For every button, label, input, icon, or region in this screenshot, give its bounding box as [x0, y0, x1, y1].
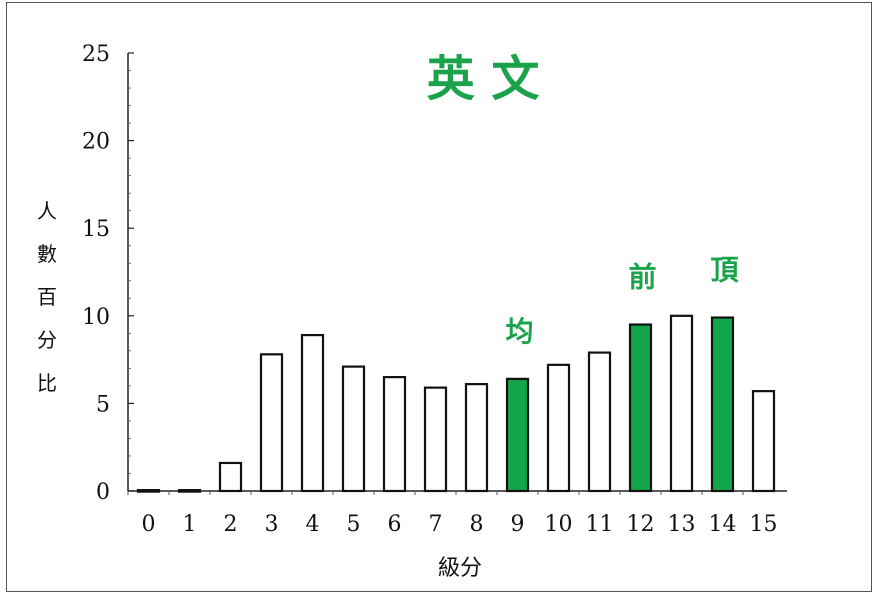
- y-tick-label: 20: [82, 130, 110, 155]
- y-axis-label-char: 比: [37, 371, 57, 395]
- bar-annotation-9: 均: [505, 315, 533, 348]
- bar-9: [505, 377, 530, 493]
- y-tick-label: 10: [82, 305, 110, 330]
- y-tick-label: 5: [96, 392, 110, 417]
- x-tick-label: 10: [545, 512, 573, 537]
- y-axis-label: 人數百分比: [37, 199, 57, 395]
- x-tick-label: 7: [429, 512, 443, 537]
- bar-12: [628, 323, 653, 493]
- bar-7: [423, 386, 448, 493]
- bar-8: [464, 383, 489, 493]
- bar-0: [136, 489, 161, 493]
- x-tick-label: 6: [388, 512, 402, 537]
- bar-15: [751, 390, 776, 493]
- x-tick-label: 0: [142, 512, 156, 537]
- bar-10: [546, 363, 571, 493]
- y-tick-label: 0: [96, 480, 110, 505]
- x-tick-label: 13: [668, 512, 696, 537]
- y-axis-label-char: 人: [37, 199, 57, 223]
- x-axis-label: 級分: [438, 556, 482, 581]
- x-tick-label: 5: [347, 512, 361, 537]
- bar-annotation-14: 頂: [710, 254, 739, 287]
- x-tick-label: 9: [511, 512, 525, 537]
- bar-5: [341, 365, 366, 493]
- x-tick-label: 12: [627, 512, 655, 537]
- x-tick-label: 4: [306, 512, 320, 537]
- x-tick-label: 14: [709, 512, 737, 537]
- y-axis-label-char: 百: [37, 285, 57, 309]
- bar-14: [710, 316, 735, 493]
- bar-3: [259, 353, 284, 493]
- x-tick-label: 1: [183, 512, 197, 537]
- y-axis-label-char: 數: [37, 242, 57, 266]
- bar-annotation-12: 前: [628, 261, 656, 294]
- chart-frame: 英 文 0 5 10 15 20 25 0 1 2 3 4 5 6 7 8 9 10 11 12 13 14 15 均前…: [6, 2, 872, 592]
- bar-6: [382, 376, 407, 493]
- x-tick-label: 2: [224, 512, 238, 537]
- x-tick-label: 15: [750, 512, 778, 537]
- x-tick-label: 3: [265, 512, 279, 537]
- bar-4: [300, 333, 325, 493]
- x-tick-label: 11: [586, 512, 614, 537]
- chart-title: 英 文: [427, 51, 540, 107]
- bar-13: [669, 314, 694, 493]
- bar-11: [587, 351, 612, 493]
- x-tick-label: 8: [470, 512, 484, 537]
- y-tick-label: 15: [82, 217, 110, 242]
- bar-2: [218, 461, 243, 493]
- y-axis-label-char: 分: [37, 328, 57, 352]
- y-tick-label: 25: [82, 42, 110, 67]
- bar-1: [177, 489, 202, 493]
